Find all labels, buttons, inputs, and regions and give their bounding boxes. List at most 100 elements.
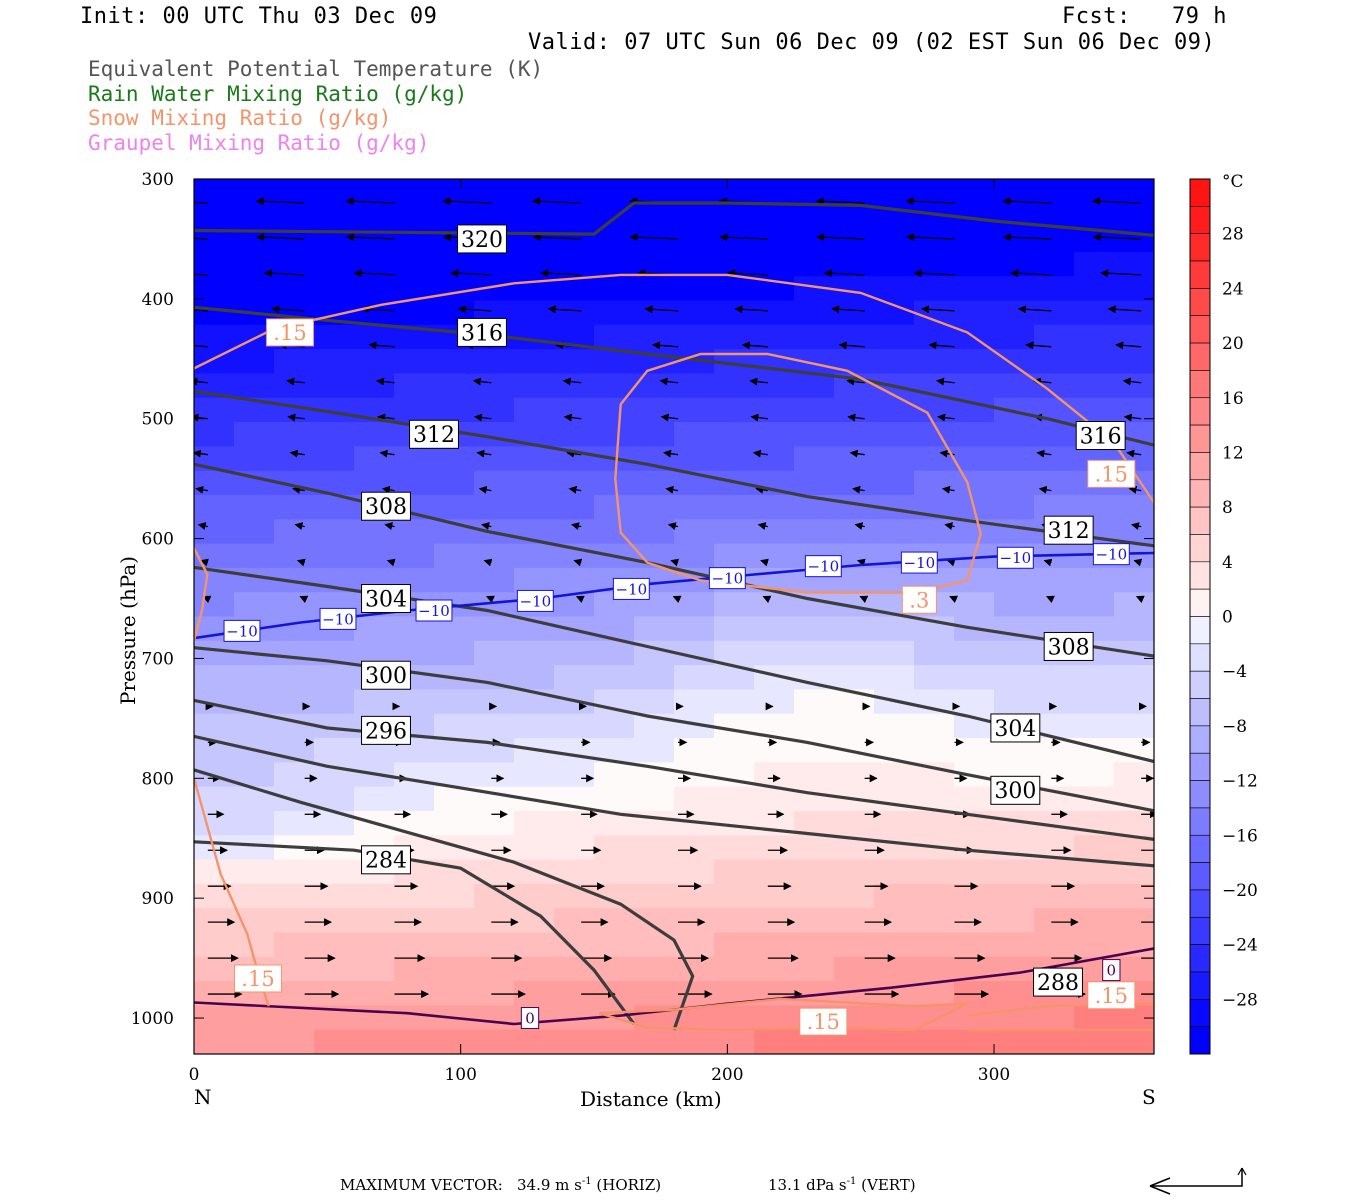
wind-vector [478,485,492,494]
wind-vector [847,413,865,422]
shade-cell [1114,762,1154,788]
shade-cell [1074,1005,1115,1031]
isotherm-label-box [516,589,554,612]
shade-cell [914,883,955,909]
shade-cell [434,713,475,739]
shade-cell [1114,689,1154,715]
wind-vector [941,485,955,494]
colorbar-swatch [1189,725,1211,754]
wind-vector [1017,305,1052,314]
wind-vector [859,595,869,604]
shade-cell [594,276,635,302]
snow-label: .15 [273,321,306,345]
shade-cell [754,494,795,520]
shade-cell [394,1029,435,1054]
shade-cell [714,786,755,812]
snow-contours [194,273,1154,1032]
shade-cell [394,397,435,423]
shade-cell [234,349,275,375]
shade-cell [634,883,675,909]
colorbar-swatch [1189,698,1211,727]
shade-cell [1034,251,1075,277]
shade-cell [794,835,835,861]
wind-vector [384,522,395,530]
shade-cell [874,932,915,958]
wind-vector [194,273,208,276]
shade-cell [1114,883,1154,909]
shade-cell [594,665,635,691]
shade-cell [594,422,635,447]
shade-cell [994,446,1035,472]
colorbar-tick-label: −16 [1222,826,1258,846]
shade-cell [754,640,795,666]
shade-cell [354,883,395,909]
wind-vector [1122,377,1142,386]
theta-e-label: 308 [365,495,407,520]
theta-e-contour [194,768,695,1031]
shade-cell [754,543,795,569]
shade-cell [1074,324,1115,350]
shade-cell [794,689,835,715]
isotherm-label: −10 [712,570,744,588]
shade-cell [1114,1029,1154,1054]
colorbar-swatch [1189,233,1211,262]
shade-cell [834,908,875,934]
theta-e-label: 308 [1048,635,1090,660]
shade-cell [434,640,475,666]
wind-vector [913,269,955,278]
shade-cell [994,349,1035,375]
shade-cell [274,373,315,399]
shade-cell [314,738,355,763]
shade-cell [994,324,1035,350]
shade-cell [434,883,475,909]
shade-cell [1114,713,1154,739]
wind-vector [194,309,208,312]
shade-cell [554,422,595,447]
shade-cell [474,203,515,229]
shade-cell [1034,1029,1075,1054]
shade-cell [754,397,795,423]
x-tick-label: 300 [978,1065,1010,1085]
isotherm-label-box [1102,959,1121,982]
shade-cell [874,397,915,423]
shade-cell [874,835,915,861]
shade-cell [954,227,995,253]
shade-cell [994,179,1035,204]
shade-cell [874,956,915,982]
shade-cell [354,956,395,982]
shade-cell [514,713,555,739]
wind-vector [856,558,866,567]
x-tick-label: 0 [189,1065,200,1085]
shade-cell [874,1029,915,1054]
shade-cell [994,567,1035,593]
theta-e-contour [194,565,1154,764]
x-tick-label: 200 [711,1065,743,1085]
theta-e-label: 304 [365,587,407,612]
shade-cell [834,227,875,253]
shade-cell [474,494,515,520]
shade-cell [834,422,875,447]
shade-cell [434,689,475,715]
shade-cell [954,373,995,399]
wind-vector [659,377,679,386]
shade-cell [714,373,755,399]
shade-cell [194,349,235,375]
shade-cell [994,227,1035,253]
max-vector-horiz: 34.9 m s-1 (HORIZ) [517,1176,661,1194]
shade-cell [514,470,555,496]
shade-cell [714,300,755,326]
colorbar-tick-label: 8 [1222,498,1233,518]
theta-e-label-box [990,775,1041,805]
colorbar-swatch [1189,916,1211,945]
shade-cell [474,470,515,496]
wind-vector [815,197,865,206]
shade-cell [634,859,675,885]
shade-cell [314,932,355,958]
shade-cell [434,567,475,593]
shade-cell [354,1029,395,1054]
colorbar-tick-label: 24 [1222,279,1244,299]
colorbar-swatch [1189,534,1211,563]
snow-label-box [1087,459,1136,488]
wind-vector [937,413,955,422]
wind-vector [663,449,679,458]
